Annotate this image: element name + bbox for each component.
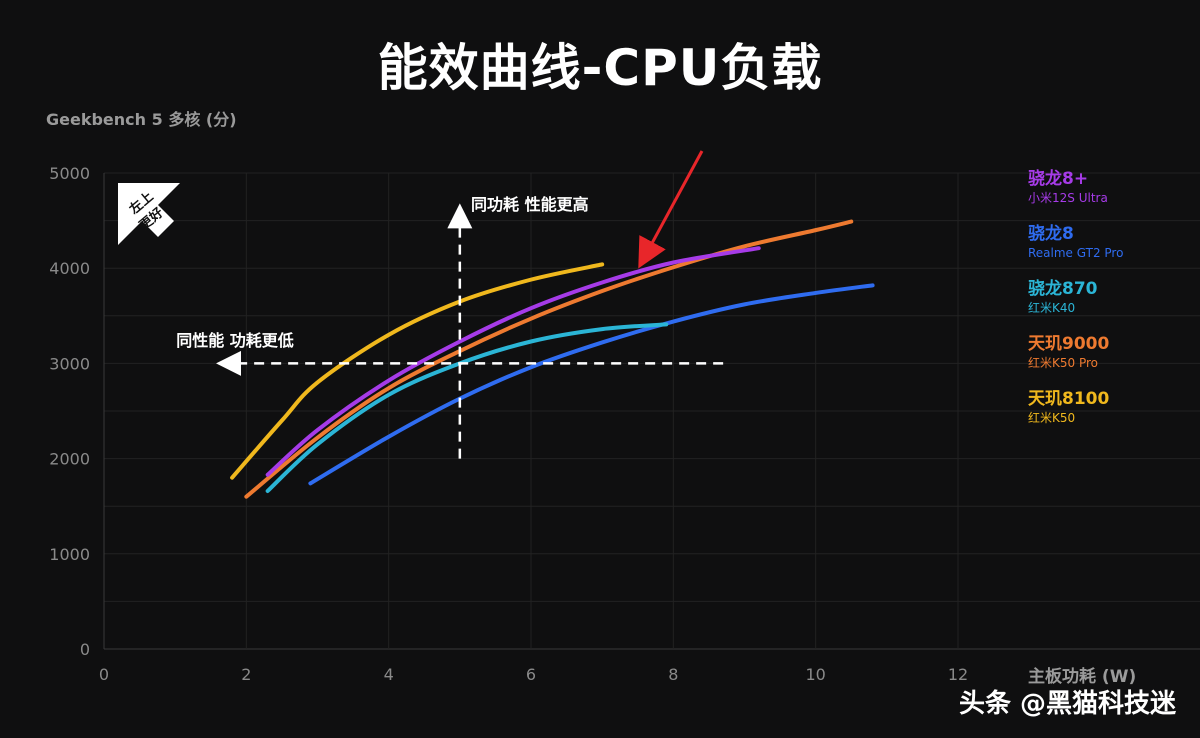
chart-grid: [103, 172, 1200, 650]
y-axis-label: Geekbench 5 多核 (分): [46, 110, 237, 129]
legend-item: 骁龙8+ 小米12S Ultra: [1028, 168, 1198, 223]
horizontal-arrow-label: 同性能 功耗更低: [176, 331, 294, 350]
y-tick-label: 4000: [49, 259, 90, 278]
legend-item: 骁龙870 红米K40: [1028, 278, 1198, 333]
legend-device-name: 红米K40: [1028, 301, 1076, 315]
series-line-0: [265, 246, 761, 477]
x-tick-label: 10: [805, 665, 825, 684]
series-line-3: [244, 219, 854, 499]
x-tick-label: 0: [99, 665, 109, 684]
y-tick-label: 2000: [49, 450, 90, 469]
legend-item: 天玑8100 红米K50: [1028, 388, 1198, 443]
badge-shape: [118, 183, 180, 245]
x-tick-label: 4: [384, 665, 394, 684]
legend-item: 天玑9000 红米K50 Pro: [1028, 333, 1198, 388]
x-axis-ticks: 0 2 4 6 8 10 12: [99, 665, 968, 684]
legend-chip-name: 骁龙870: [1028, 279, 1098, 299]
legend-device-name: Realme GT2 Pro: [1028, 246, 1124, 260]
y-tick-label: 0: [80, 640, 90, 659]
legend-chip-name: 骁龙8: [1028, 224, 1074, 244]
legend-chip-name: 天玑9000: [1028, 334, 1110, 354]
x-tick-label: 8: [668, 665, 678, 684]
x-tick-label: 6: [526, 665, 536, 684]
red-pointer-arrow: [638, 150, 704, 269]
y-axis-ticks: 0 1000 2000 3000 4000 5000: [49, 164, 90, 659]
legend-device-name: 红米K50: [1028, 411, 1076, 425]
series-line-1: [308, 283, 875, 486]
x-tick-label: 12: [948, 665, 968, 684]
y-tick-label: 3000: [49, 354, 90, 373]
legend: 骁龙8+ 小米12S Ultra 骁龙8 Realme GT2 Pro 骁龙87…: [1028, 168, 1198, 443]
chart-title: 能效曲线-CPU负载: [377, 39, 823, 97]
y-tick-label: 1000: [49, 545, 90, 564]
series-line-4: [230, 262, 605, 480]
watermark: 头条 @黑猫科技迷: [958, 689, 1176, 719]
x-tick-label: 2: [241, 665, 251, 684]
legend-device-name: 小米12S Ultra: [1028, 191, 1108, 205]
chart-series: [230, 219, 875, 499]
x-axis-label: 主板功耗 (W): [1028, 667, 1137, 687]
legend-device-name: 红米K50 Pro: [1028, 356, 1098, 370]
vertical-arrow-label: 同功耗 性能更高: [471, 195, 589, 214]
legend-chip-name: 骁龙8+: [1028, 169, 1089, 189]
y-tick-label: 5000: [49, 164, 90, 183]
legend-chip-name: 天玑8100: [1028, 389, 1110, 409]
legend-item: 骁龙8 Realme GT2 Pro: [1028, 223, 1198, 278]
